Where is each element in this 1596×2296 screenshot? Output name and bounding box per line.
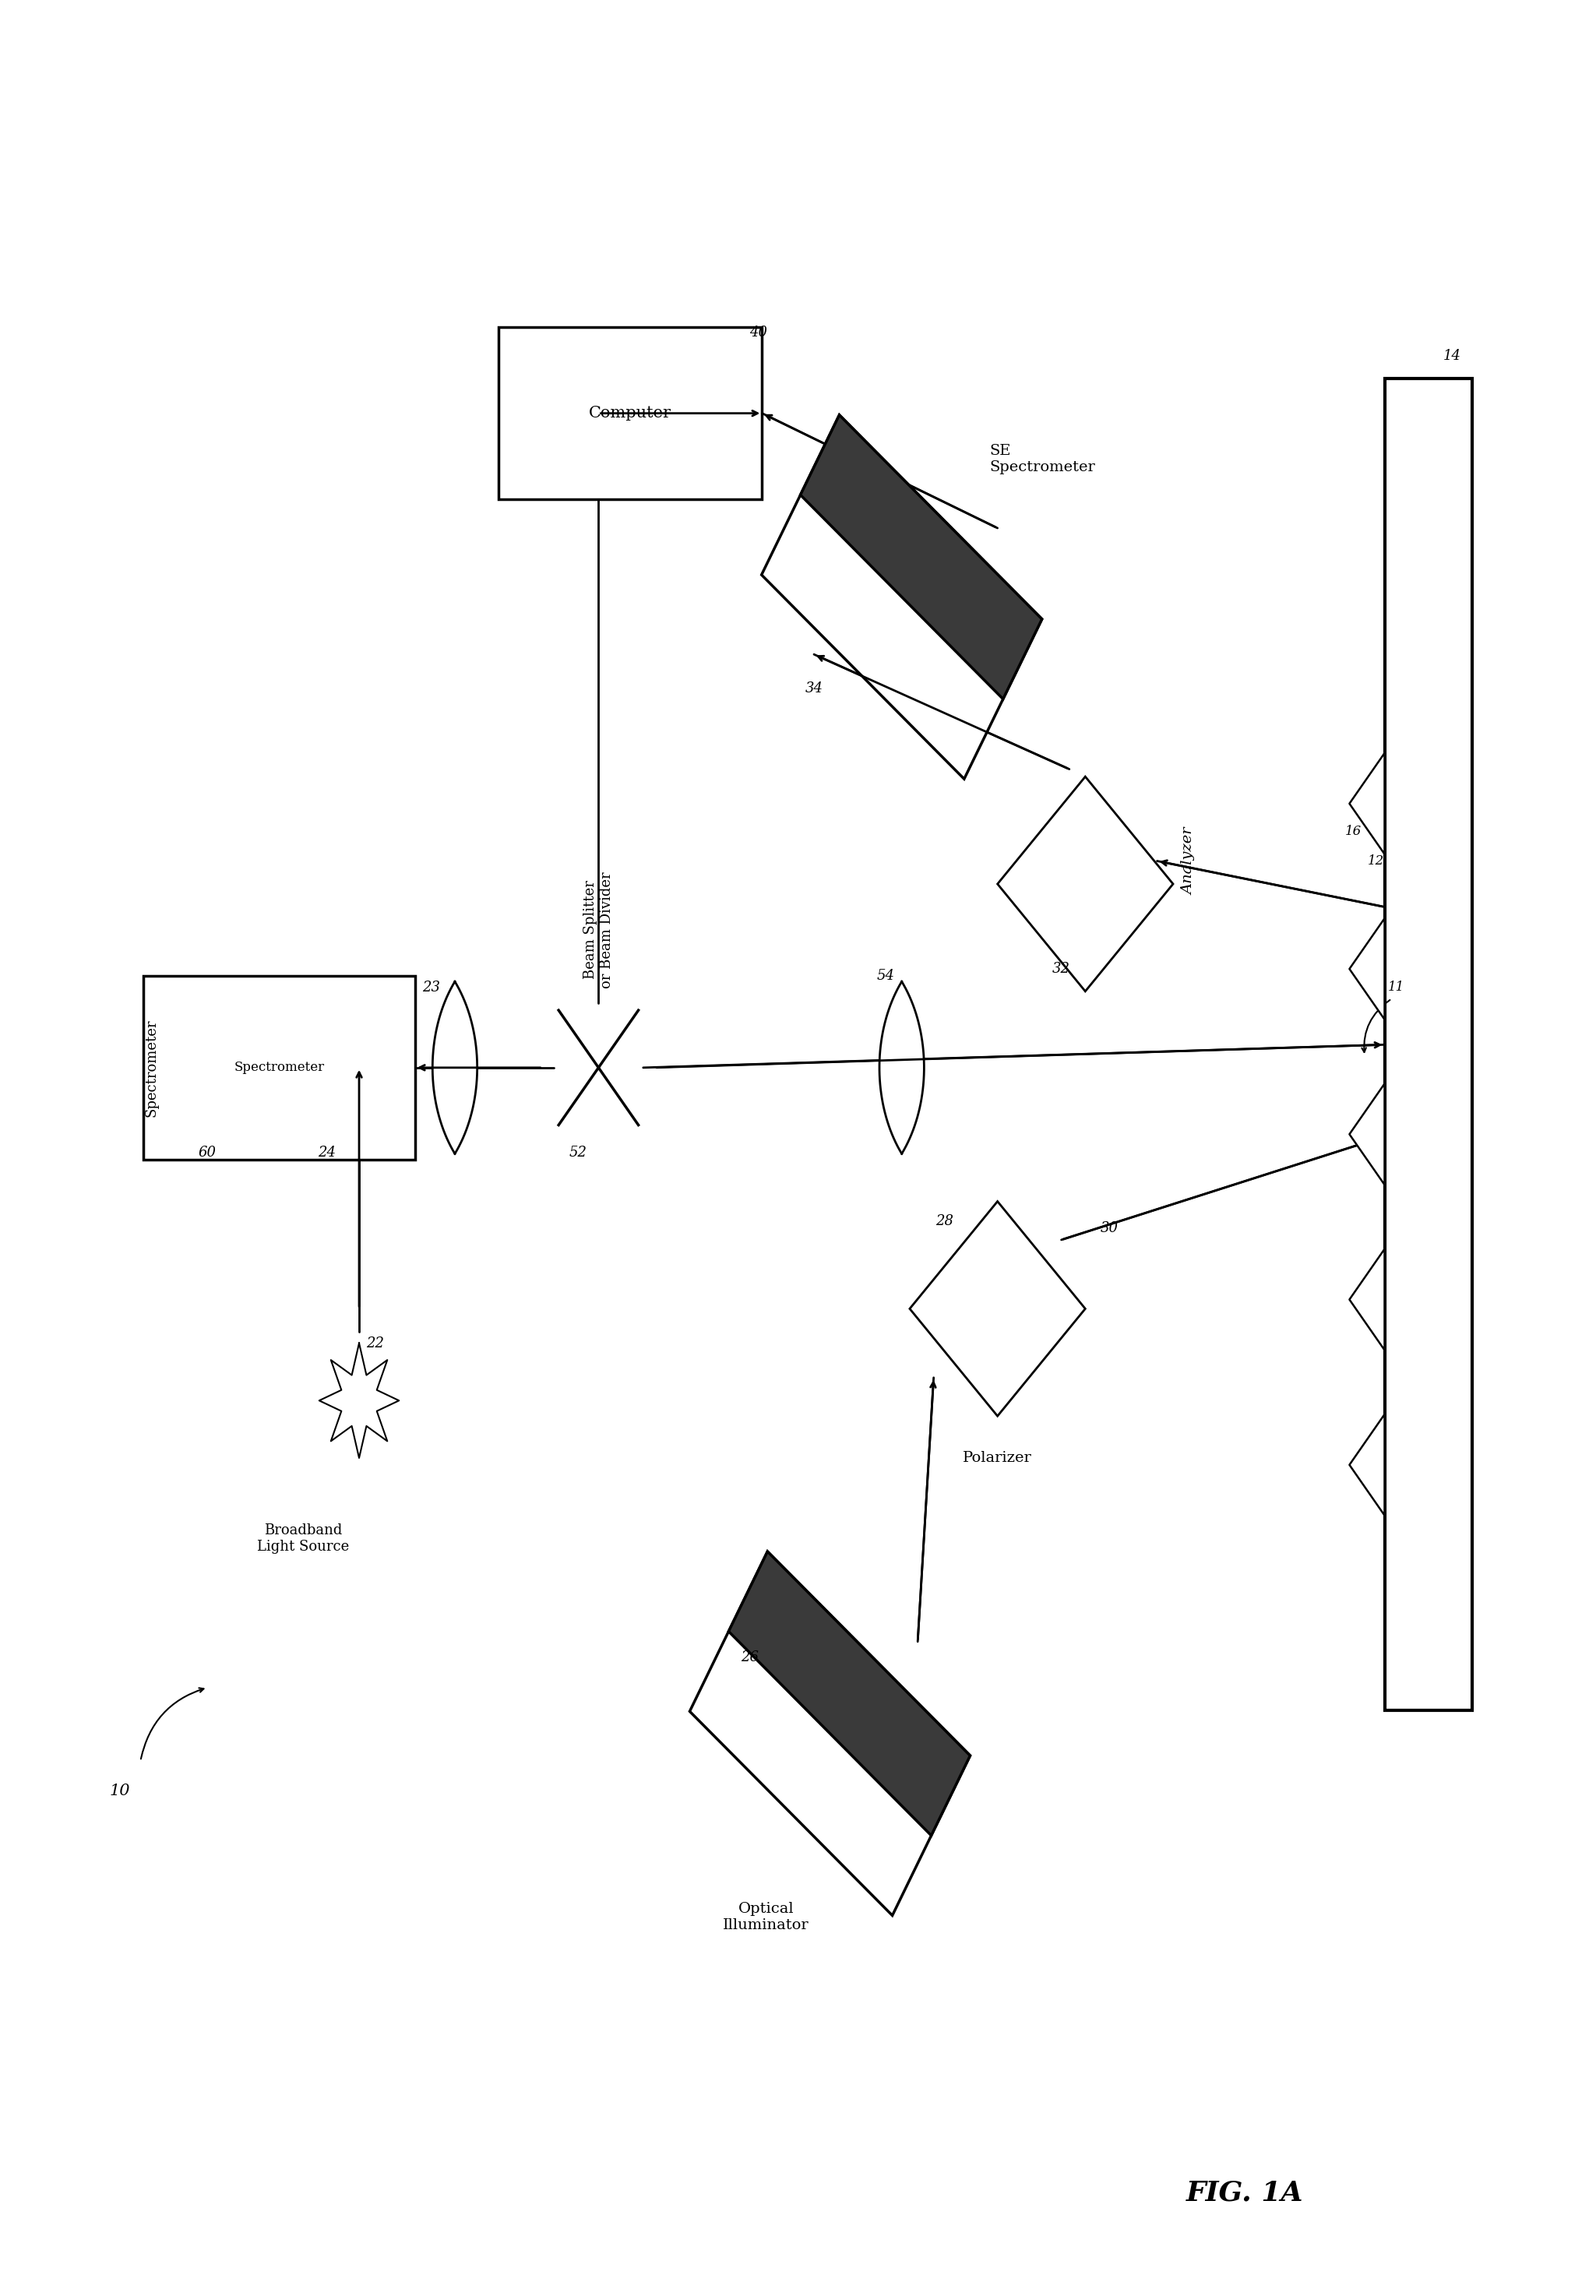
Text: FIG. 1A: FIG. 1A (1186, 2179, 1304, 2206)
Text: 10: 10 (110, 1784, 129, 1798)
Polygon shape (1350, 918, 1385, 1019)
Text: Computer: Computer (589, 406, 672, 420)
Polygon shape (761, 416, 1042, 778)
Text: 23: 23 (421, 980, 440, 994)
Polygon shape (689, 1552, 970, 1915)
Polygon shape (879, 983, 924, 1153)
Polygon shape (998, 776, 1173, 992)
Bar (498, 328, 763, 501)
Text: 32: 32 (1052, 962, 1071, 976)
Text: 16: 16 (1345, 824, 1361, 838)
Text: Broadband
Light Source: Broadband Light Source (257, 1522, 350, 1554)
Text: SE
Spectrometer: SE Spectrometer (990, 443, 1095, 475)
Text: 28: 28 (935, 1215, 954, 1228)
Text: 14: 14 (1443, 349, 1462, 363)
Polygon shape (910, 1201, 1085, 1417)
Text: 52: 52 (568, 1146, 587, 1159)
Polygon shape (1350, 1084, 1385, 1185)
Text: 22: 22 (365, 1336, 385, 1350)
Text: Optical
Illuminator: Optical Illuminator (723, 1901, 809, 1933)
Text: 34: 34 (804, 682, 824, 696)
Bar (144, 976, 415, 1159)
Text: 60: 60 (198, 1146, 217, 1159)
Text: 26: 26 (741, 1651, 760, 1665)
Polygon shape (1350, 1414, 1385, 1515)
Text: 12: 12 (1368, 854, 1384, 868)
Text: 54: 54 (876, 969, 895, 983)
Polygon shape (801, 416, 1042, 698)
Text: 40: 40 (749, 326, 768, 340)
Text: Spectrometer: Spectrometer (235, 1061, 324, 1075)
Polygon shape (319, 1343, 399, 1458)
Text: Polarizer: Polarizer (962, 1451, 1033, 1465)
Polygon shape (1350, 753, 1385, 854)
Text: Analyzer: Analyzer (1183, 827, 1195, 895)
Text: 30: 30 (1100, 1221, 1119, 1235)
Text: Spectrometer: Spectrometer (145, 1019, 158, 1116)
Text: 24: 24 (318, 1146, 337, 1159)
Bar (1385, 379, 1473, 1711)
Polygon shape (1350, 1249, 1385, 1350)
Polygon shape (729, 1552, 970, 1835)
Polygon shape (433, 983, 477, 1153)
Text: 11: 11 (1389, 980, 1404, 994)
Text: Beam Splitter
or Beam Divider: Beam Splitter or Beam Divider (584, 872, 613, 987)
